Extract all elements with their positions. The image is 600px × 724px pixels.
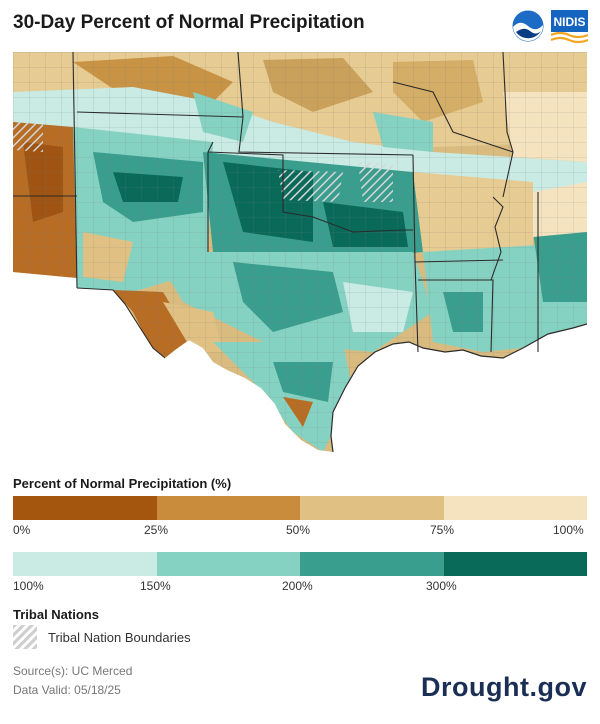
- wet-swatch-3: [443, 552, 587, 576]
- tribal-label: Tribal Nation Boundaries: [48, 630, 191, 645]
- wet-swatch-2: [300, 552, 444, 576]
- wet-color-scale: [13, 552, 587, 576]
- dry-swatch-0: [13, 496, 157, 520]
- state-boundaries: [13, 52, 539, 359]
- data-valid-text: Data Valid: 05/18/25: [13, 683, 121, 697]
- dry-tick-1: 25%: [144, 523, 169, 537]
- dry-swatch-2: [300, 496, 444, 520]
- noaa-logo: [512, 10, 544, 42]
- dry-tick-2: 50%: [286, 523, 311, 537]
- wet-tick-2: 200%: [282, 579, 313, 593]
- wet-swatch-0: [13, 552, 157, 576]
- dry-color-scale: [13, 496, 587, 520]
- svg-text:NIDIS: NIDIS: [553, 15, 585, 29]
- wet-tick-1: 150%: [140, 579, 171, 593]
- nidis-logo: NIDIS: [551, 10, 588, 44]
- dry-tick-0: 0%: [13, 523, 31, 537]
- dry-tick-3: 75%: [430, 523, 455, 537]
- tribal-section-title: Tribal Nations: [13, 607, 99, 622]
- wet-swatch-1: [156, 552, 300, 576]
- dry-swatch-1: [156, 496, 300, 520]
- source-text: Source(s): UC Merced: [13, 664, 133, 678]
- map-land: [13, 52, 587, 452]
- page-title: 30-Day Percent of Normal Precipitation: [13, 12, 365, 33]
- tribal-hatch-swatch: [13, 625, 37, 649]
- legend-title: Percent of Normal Precipitation (%): [13, 476, 232, 491]
- dry-tick-4: 100%: [553, 523, 584, 537]
- wet-tick-0: 100%: [13, 579, 44, 593]
- wet-tick-3: 300%: [426, 579, 457, 593]
- drought-gov-link[interactable]: Drought.gov: [421, 672, 587, 702]
- precipitation-map[interactable]: [13, 52, 587, 460]
- dry-swatch-3: [443, 496, 587, 520]
